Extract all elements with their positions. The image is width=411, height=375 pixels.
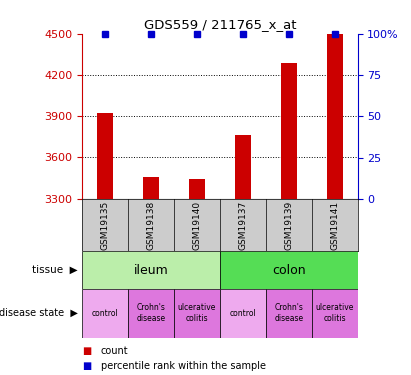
Text: GSM19138: GSM19138 [147,200,155,250]
Text: control: control [92,309,118,318]
Text: GSM19139: GSM19139 [284,200,293,250]
Text: ■: ■ [82,361,92,370]
Bar [174,289,220,338]
Bar [312,289,358,338]
Bar [266,289,312,338]
Bar [189,180,205,199]
Text: GSM19137: GSM19137 [238,200,247,250]
Text: ulcerative
colitis: ulcerative colitis [315,303,354,323]
Bar [327,34,343,199]
Bar [143,177,159,199]
Bar [82,251,220,289]
Bar [220,289,266,338]
Text: GSM19140: GSM19140 [192,200,201,250]
Text: Crohn's
disease: Crohn's disease [274,303,303,323]
Text: colon: colon [272,264,305,276]
Text: percentile rank within the sample: percentile rank within the sample [101,361,266,370]
Text: ■: ■ [82,346,92,355]
Bar [220,251,358,289]
Text: disease state  ▶: disease state ▶ [0,308,78,318]
Bar [235,135,251,199]
Text: ileum: ileum [134,264,169,276]
Text: ulcerative
colitis: ulcerative colitis [178,303,216,323]
Title: GDS559 / 211765_x_at: GDS559 / 211765_x_at [143,18,296,31]
Text: GSM19135: GSM19135 [101,200,110,250]
Bar [82,289,128,338]
Text: GSM19141: GSM19141 [330,200,339,250]
Text: control: control [229,309,256,318]
Text: Crohn's
disease: Crohn's disease [136,303,166,323]
Bar [128,289,174,338]
Bar [97,114,113,199]
Bar [281,63,297,199]
Text: tissue  ▶: tissue ▶ [32,265,78,275]
Text: count: count [101,346,128,355]
